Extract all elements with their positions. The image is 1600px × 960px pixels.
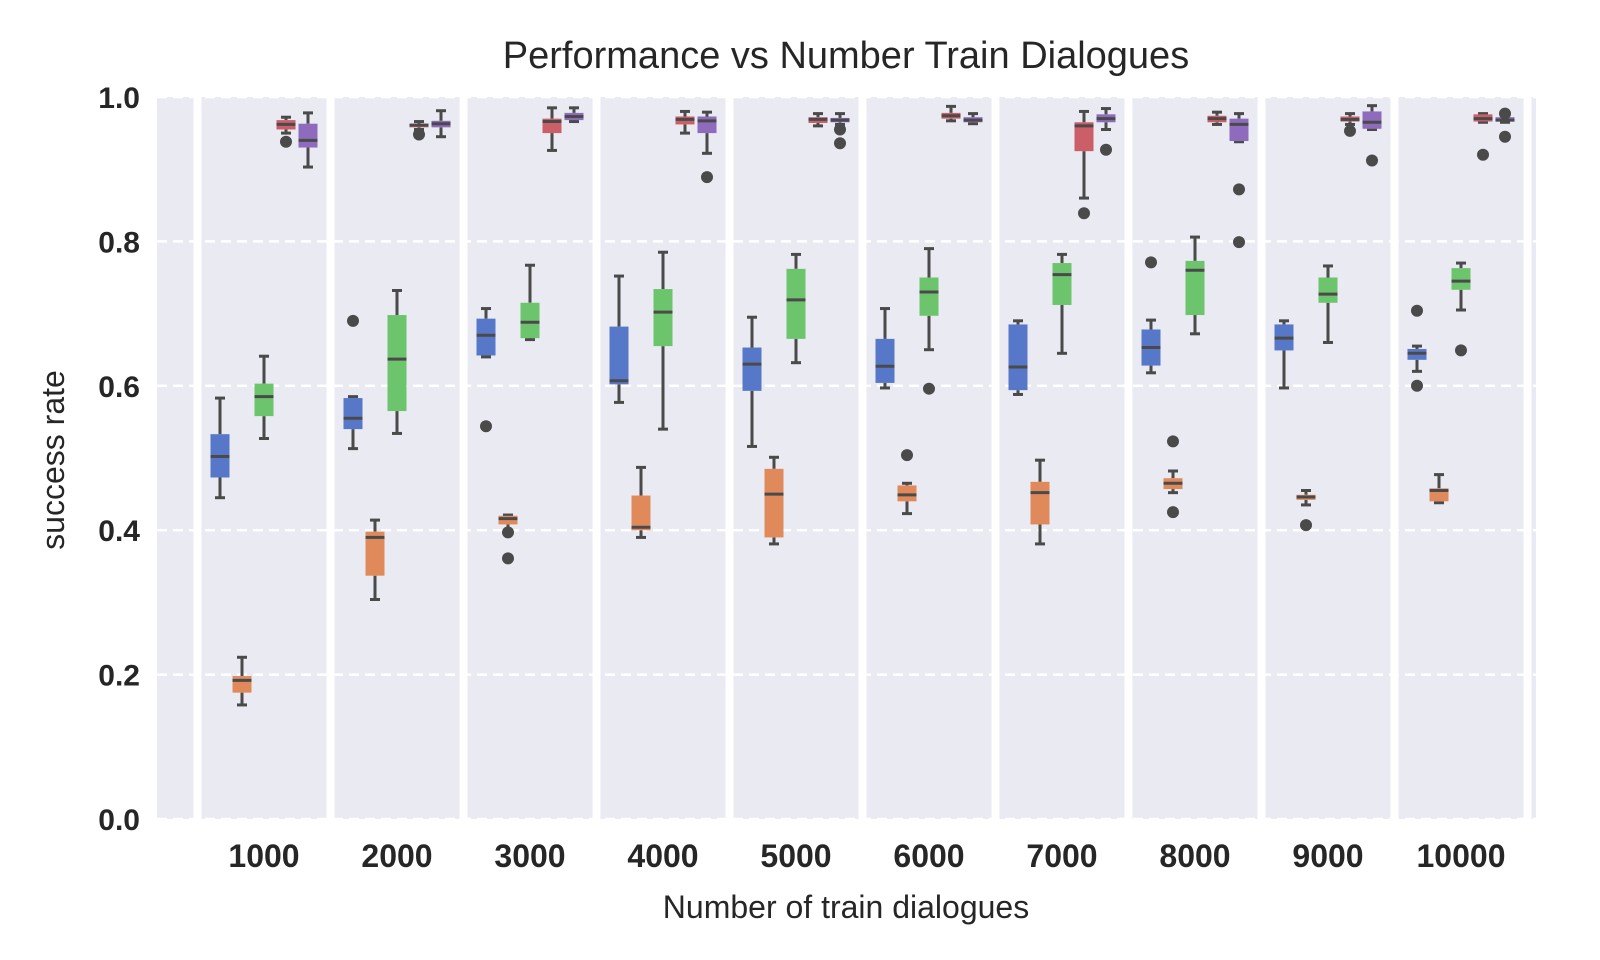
x-tick-label: 7000	[1026, 838, 1097, 874]
box-iqr	[1185, 260, 1205, 316]
box-group-9000	[1274, 104, 1382, 532]
outlier-point	[1499, 107, 1511, 120]
outlier-point	[1477, 148, 1489, 161]
y-tick-label: 0.0	[98, 804, 140, 837]
box-iqr	[520, 302, 540, 339]
outlier-point	[1100, 143, 1112, 156]
x-axis-label: Number of train dialogues	[663, 889, 1029, 925]
x-tick-label: 1000	[228, 838, 299, 874]
grid-layer	[157, 95, 1536, 821]
outlier-point	[1078, 207, 1090, 220]
box-iqr	[254, 383, 274, 417]
outlier-point	[1499, 130, 1511, 143]
outlier-point	[834, 123, 846, 136]
x-tick-label: 6000	[893, 838, 964, 874]
boxes-layer	[210, 104, 1515, 707]
box-iqr	[298, 123, 318, 148]
y-axis-label: success rate	[35, 370, 71, 550]
box-iqr	[1008, 324, 1028, 391]
box-group-2000	[343, 109, 451, 602]
x-tick-label: 9000	[1292, 838, 1363, 874]
box-iqr	[232, 676, 252, 693]
outlier-point	[1145, 256, 1157, 269]
outlier-point	[1233, 183, 1245, 196]
box-iqr	[697, 116, 717, 134]
box-iqr	[653, 289, 673, 347]
outlier-point	[1455, 344, 1467, 357]
plot-background	[157, 97, 1536, 819]
chart-title: Performance vs Number Train Dialogues	[503, 35, 1189, 77]
box-iqr	[387, 315, 407, 412]
x-tick-label: 2000	[361, 838, 432, 874]
box-iqr	[1052, 263, 1072, 305]
outlier-point	[480, 420, 492, 433]
box-group-6000	[875, 104, 983, 516]
outlier-point	[347, 314, 359, 327]
box-group-5000	[742, 112, 850, 546]
box-iqr	[786, 268, 806, 339]
box-iqr	[1030, 481, 1050, 525]
outlier-point	[1411, 304, 1423, 317]
y-tick-labels: 0.0 0.2 0.4 0.6 0.8 1.0	[98, 82, 140, 837]
box-iqr	[919, 277, 939, 316]
outlier-point	[1411, 379, 1423, 392]
outlier-point	[1167, 435, 1179, 448]
y-tick-label: 1.0	[98, 82, 140, 115]
outlier-point	[1366, 154, 1378, 167]
box-group-7000	[1008, 107, 1116, 546]
outlier-point	[1344, 124, 1356, 137]
box-iqr	[631, 495, 651, 531]
x-tick-label: 3000	[494, 838, 565, 874]
box-iqr	[764, 468, 784, 538]
box-iqr	[343, 398, 363, 430]
box-iqr	[1074, 122, 1094, 152]
outlier-point	[1300, 519, 1312, 532]
box-iqr	[875, 338, 895, 383]
y-tick-label: 0.4	[98, 515, 140, 548]
box-group-3000	[476, 106, 584, 565]
x-tick-label: 4000	[627, 838, 698, 874]
y-tick-label: 0.8	[98, 226, 140, 259]
box-iqr	[609, 326, 629, 385]
outlier-point	[1167, 506, 1179, 519]
outlier-point	[901, 449, 913, 462]
x-tick-label: 8000	[1159, 838, 1230, 874]
box-iqr	[1318, 277, 1338, 303]
outlier-point	[413, 128, 425, 141]
box-iqr	[476, 318, 496, 356]
box-group-4000	[609, 109, 717, 539]
box-group-8000	[1141, 110, 1249, 519]
x-tick-label: 10000	[1417, 838, 1506, 874]
box-group-10000	[1407, 107, 1515, 505]
box-iqr	[1451, 268, 1471, 290]
x-tick-labels: 1000 2000 3000 4000 5000 6000 7000 8000 9000 1000…	[228, 838, 1505, 874]
outlier-point	[1233, 236, 1245, 249]
box-group-1000	[210, 111, 318, 707]
x-tick-label: 5000	[760, 838, 831, 874]
y-tick-label: 0.6	[98, 371, 140, 404]
outlier-point	[923, 382, 935, 395]
outlier-point	[280, 135, 292, 148]
box-iqr	[1229, 118, 1249, 142]
outlier-point	[502, 552, 514, 565]
outlier-point	[502, 526, 514, 539]
box-iqr	[742, 347, 762, 391]
box-iqr	[365, 531, 385, 576]
outlier-point	[701, 171, 713, 184]
y-tick-label: 0.2	[98, 660, 140, 693]
outlier-point	[834, 137, 846, 150]
box-iqr	[1362, 111, 1382, 129]
